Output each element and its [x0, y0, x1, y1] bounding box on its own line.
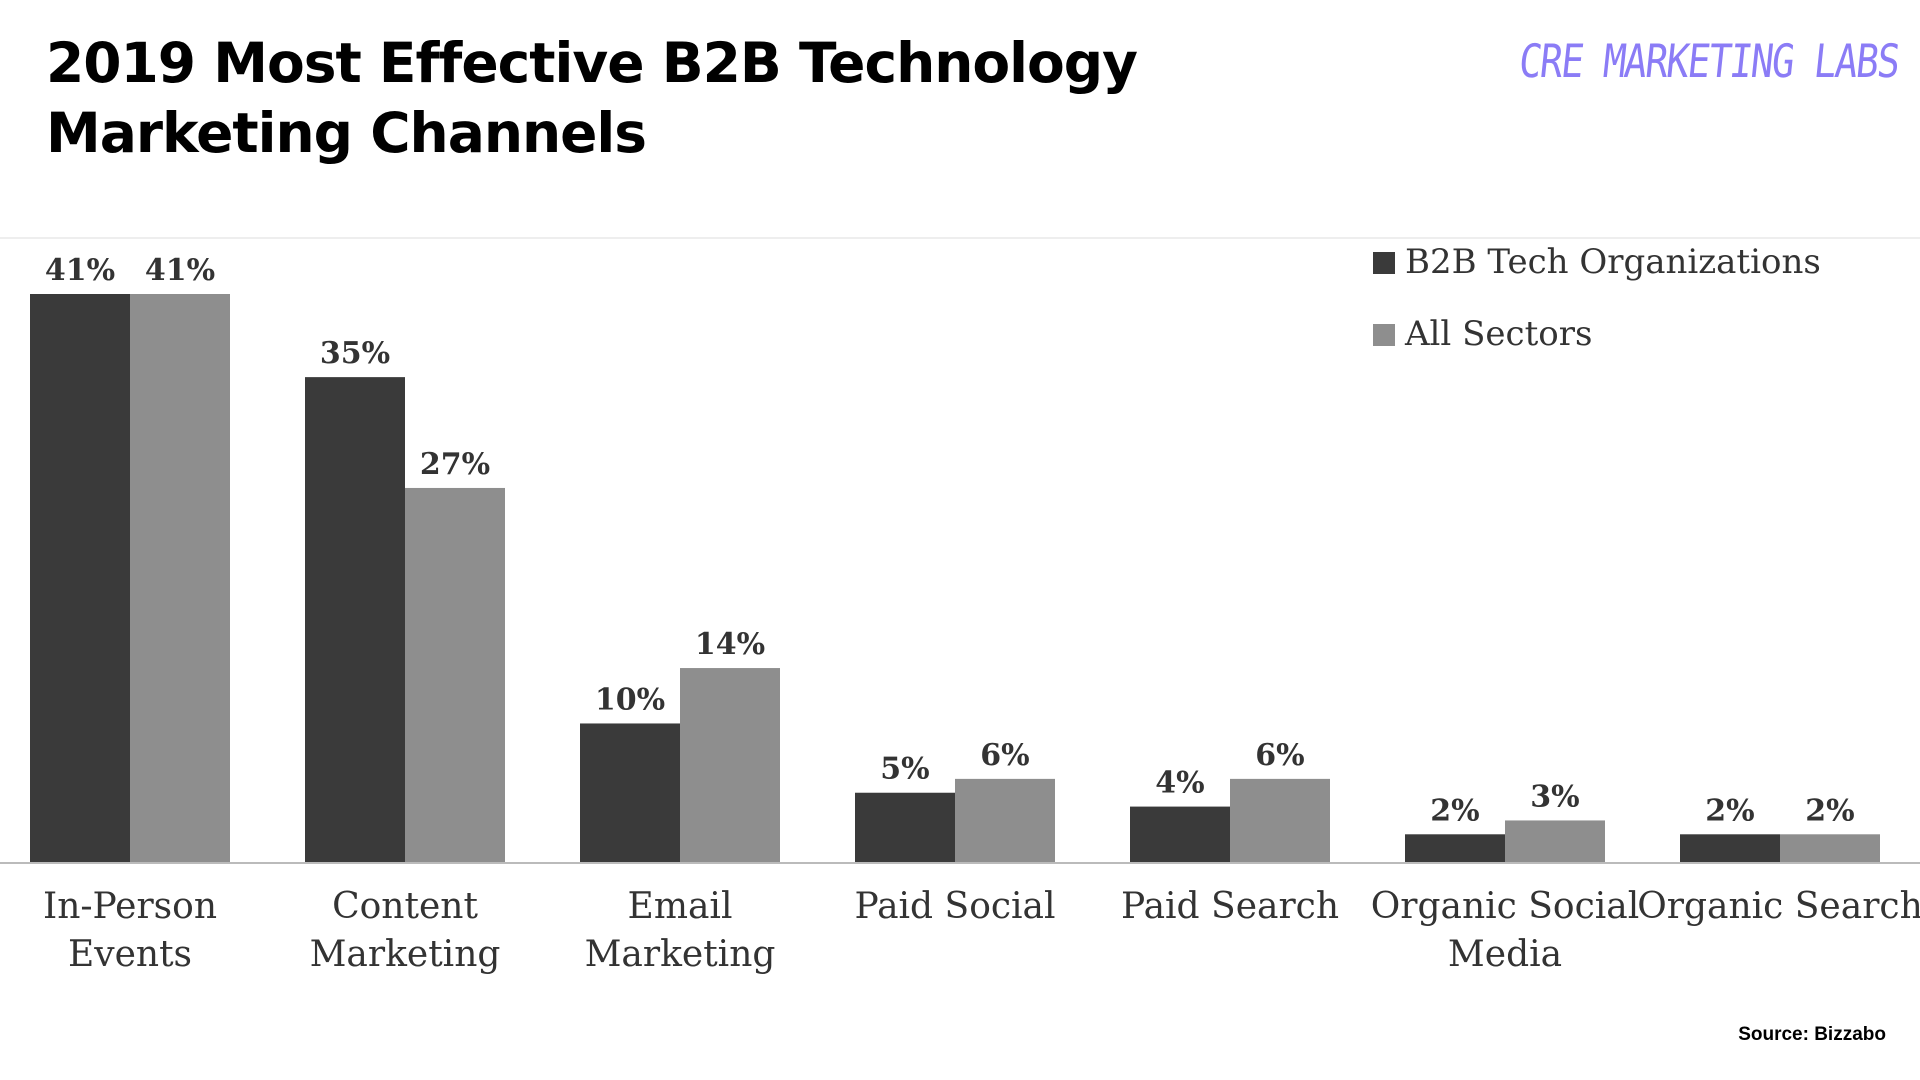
category-label-6-1: Organic Social: [1371, 886, 1640, 927]
bar-1-4: [855, 792, 955, 862]
bar-2-7: [1780, 834, 1880, 862]
value-label-2-5: 6%: [1255, 738, 1304, 773]
brand-logo: CRE MARKETING LABS: [1515, 34, 1901, 88]
chart-title: 2019 Most Effective B2B Technology Marke…: [46, 28, 1138, 168]
value-label-1-2: 35%: [320, 336, 390, 371]
category-label-1-1: In-Person: [43, 886, 217, 927]
value-label-2-2: 27%: [420, 447, 490, 482]
bar-2-3: [680, 668, 780, 862]
value-label-2-7: 2%: [1805, 793, 1854, 828]
category-label-6-2: Media: [1448, 934, 1562, 975]
legend-label-2: All Sectors: [1404, 314, 1592, 354]
category-label-4-1: Paid Social: [854, 886, 1055, 927]
value-label-1-7: 2%: [1705, 793, 1754, 828]
bars-group: [30, 294, 1880, 862]
legend-swatch-2: [1373, 324, 1395, 346]
legend: B2B Tech Organizations All Sectors: [1373, 242, 1821, 354]
value-label-2-6: 3%: [1530, 779, 1579, 814]
legend-swatch-1: [1373, 252, 1395, 274]
bar-2-2: [405, 487, 505, 862]
category-label-7-1: Organic Search: [1637, 886, 1920, 927]
category-label-3-2: Marketing: [585, 934, 776, 975]
category-label-1-2: Events: [68, 934, 192, 975]
category-label-5-1: Paid Search: [1121, 886, 1339, 927]
bar-1-6: [1405, 834, 1505, 862]
value-labels-group: 41% 41% 35% 27% 10% 14% 5% 6% 4% 6% 2% 3% 2% 2%: [45, 253, 1855, 828]
value-label-2-1: 41%: [145, 253, 215, 288]
category-label-3-1: Email: [628, 886, 733, 927]
value-label-1-1: 41%: [45, 253, 115, 288]
bar-1-5: [1130, 806, 1230, 862]
bar-2-4: [955, 778, 1055, 862]
value-label-1-6: 2%: [1430, 793, 1479, 828]
bar-chart: 41% 41% 35% 27% 10% 14% 5% 6% 4% 6% 2% 3% 2% 2% In-Pe…: [0, 237, 1920, 975]
bar-1-7: [1680, 834, 1780, 862]
legend-label-1: B2B Tech Organizations: [1405, 242, 1821, 282]
value-label-1-5: 4%: [1155, 766, 1204, 801]
value-label-1-4: 5%: [880, 752, 929, 787]
category-labels-group: In-Person Events Content Marketing Email Mark…: [43, 886, 1920, 975]
value-label-2-4: 6%: [980, 738, 1029, 773]
category-label-2-1: Content: [332, 886, 478, 927]
value-label-1-3: 10%: [595, 682, 665, 717]
bar-2-5: [1230, 778, 1330, 862]
bar-1-2: [305, 377, 405, 862]
bar-2-1: [130, 294, 230, 862]
chart-title-line-2: Marketing Channels: [46, 101, 647, 165]
value-label-2-3: 14%: [695, 627, 765, 662]
chart-title-line-1: 2019 Most Effective B2B Technology: [46, 31, 1138, 95]
bar-1-1: [30, 294, 130, 862]
source-note: Source: Bizzabo: [1738, 1024, 1886, 1045]
category-label-2-2: Marketing: [310, 934, 501, 975]
bar-2-6: [1505, 820, 1605, 862]
bar-1-3: [580, 723, 680, 862]
